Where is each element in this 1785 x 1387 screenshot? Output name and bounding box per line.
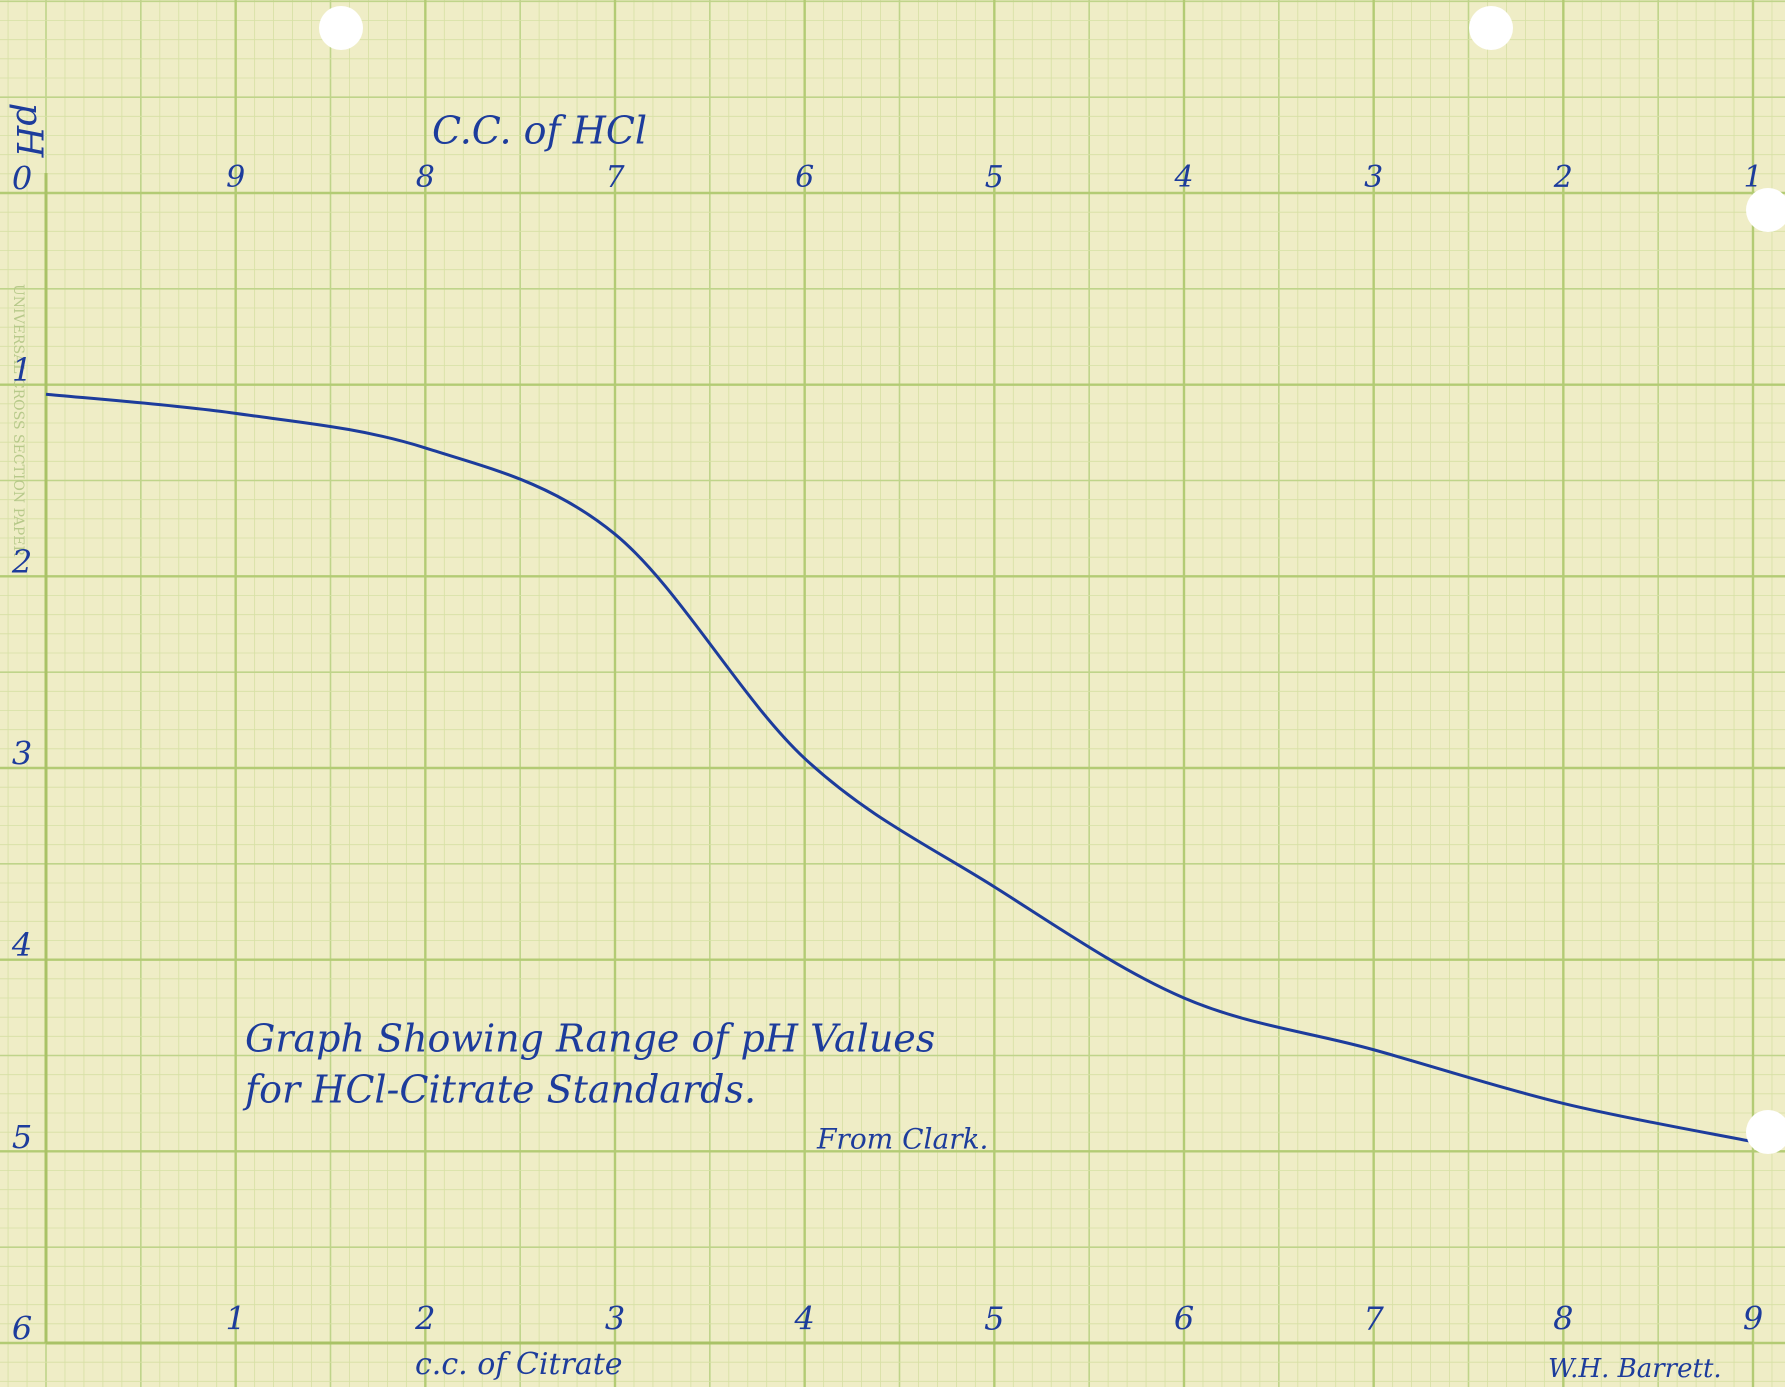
x2-tick-label: 4 bbox=[1173, 160, 1193, 195]
page: {"chart_data": {"type": "line", "title":… bbox=[0, 0, 1785, 1387]
paper bbox=[0, 0, 1785, 1387]
y-tick-label: 0 bbox=[12, 160, 32, 198]
x2-tick-label: 5 bbox=[985, 160, 1004, 195]
x2-tick-label: 6 bbox=[795, 160, 814, 195]
x-axis-label: c.c. of Citrate bbox=[415, 1347, 623, 1382]
x-tick-label: 3 bbox=[605, 1300, 625, 1338]
y-tick-label: 5 bbox=[12, 1118, 32, 1156]
annotation: From Clark. bbox=[816, 1123, 988, 1156]
y-axis-label: pH bbox=[8, 103, 49, 158]
chart: UNIVERSAL CROSS SECTION PAPER Graph Show… bbox=[0, 0, 1785, 1387]
x2-tick-label: 3 bbox=[1364, 160, 1383, 195]
punch-hole bbox=[319, 6, 363, 50]
y-tick-label: 6 bbox=[12, 1310, 32, 1348]
chart-title: for HCl-Citrate Standards. bbox=[242, 1068, 756, 1112]
paper-label: UNIVERSAL CROSS SECTION PAPER bbox=[10, 284, 26, 556]
x-tick-label: 4 bbox=[793, 1300, 814, 1338]
punch-hole bbox=[1469, 6, 1513, 50]
x-tick-label: 8 bbox=[1553, 1300, 1573, 1338]
x-tick-label: 9 bbox=[1743, 1300, 1763, 1338]
x-tick-label: 1 bbox=[225, 1300, 245, 1338]
x2-tick-label: 2 bbox=[1553, 160, 1573, 195]
x2-tick-label: 8 bbox=[416, 160, 435, 195]
x2-tick-label: 9 bbox=[226, 160, 245, 195]
y-tick-label: 4 bbox=[11, 926, 32, 964]
y-tick-label: 3 bbox=[12, 735, 32, 773]
signature: W.H. Barrett. bbox=[1548, 1354, 1722, 1384]
x-tick-label: 6 bbox=[1174, 1300, 1194, 1338]
x-tick-label: 2 bbox=[414, 1300, 435, 1338]
x-tick-label: 7 bbox=[1363, 1300, 1384, 1338]
y-tick-label: 1 bbox=[12, 351, 32, 389]
x2-tick-label: 7 bbox=[605, 160, 625, 195]
x2-axis-label: C.C. of HCl bbox=[432, 109, 647, 153]
x-tick-label: 5 bbox=[984, 1300, 1004, 1338]
chart-title: Graph Showing Range of pH Values bbox=[245, 1017, 935, 1061]
y-tick-label: 2 bbox=[11, 543, 32, 581]
